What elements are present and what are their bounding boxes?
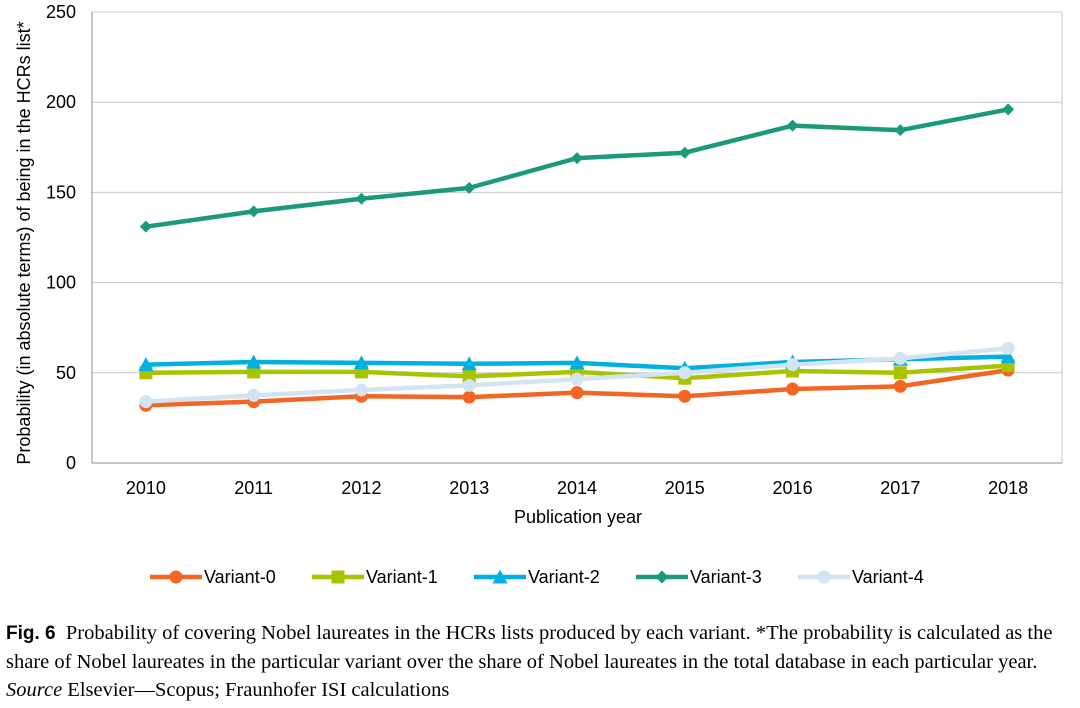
legend-label: Variant-4 xyxy=(852,567,924,587)
legend-marker xyxy=(817,570,831,584)
data-point xyxy=(571,152,583,165)
caption-text: Probability of covering Nobel laureates … xyxy=(6,622,1053,673)
data-point xyxy=(893,379,907,393)
y-tick-label: 0 xyxy=(66,453,76,473)
y-tick-label: 150 xyxy=(46,182,76,202)
data-point xyxy=(247,365,261,379)
legend-item: Variant-4 xyxy=(798,567,924,587)
y-tick-label: 50 xyxy=(56,363,76,383)
series-variant-4 xyxy=(139,341,1015,409)
data-point xyxy=(462,378,476,392)
legend-marker xyxy=(331,570,345,584)
data-point xyxy=(1002,103,1015,116)
data-point xyxy=(893,366,907,380)
data-point xyxy=(138,357,154,372)
legend: Variant-0 Variant-1 Variant-2 Variant-3 Vari… xyxy=(150,567,924,587)
data-point xyxy=(569,355,585,370)
y-axis-title: Probability (in absolute terms) of being… xyxy=(14,21,34,464)
x-axis-title: Publication year xyxy=(514,507,642,527)
data-point xyxy=(139,395,153,409)
data-point xyxy=(353,355,369,370)
legend-item: Variant-3 xyxy=(636,567,762,587)
data-point xyxy=(354,383,368,397)
x-tick-label: 2014 xyxy=(557,478,597,498)
data-point xyxy=(246,354,262,369)
data-point xyxy=(139,220,152,233)
x-tick-label: 2015 xyxy=(665,478,705,498)
data-point xyxy=(570,372,584,386)
data-point xyxy=(893,351,907,365)
legend-marker xyxy=(169,570,183,584)
legend-label: Variant-2 xyxy=(528,567,600,587)
data-point xyxy=(461,356,477,371)
data-point xyxy=(894,124,907,137)
data-point xyxy=(678,389,692,403)
x-tick-label: 2010 xyxy=(126,478,166,498)
data-point xyxy=(1001,341,1015,355)
line-chart: 0 50 100 150 200 250 2010 2011 2012 2013 2014 2015… xyxy=(14,2,1063,587)
legend-item: Variant-2 xyxy=(474,567,600,587)
legend-label: Variant-0 xyxy=(204,567,276,587)
legend-marker xyxy=(492,569,508,584)
y-tick-label: 200 xyxy=(46,92,76,112)
figure-caption: Fig. 6 Probability of covering Nobel lau… xyxy=(6,619,1074,704)
caption-source-label: Source xyxy=(6,679,63,701)
legend-item: Variant-0 xyxy=(150,567,276,587)
data-point xyxy=(786,119,799,132)
y-axis-ticks: 0 50 100 150 200 250 xyxy=(46,2,76,473)
figure-label: Fig. 6 xyxy=(6,623,56,644)
series-variant-3 xyxy=(139,103,1015,233)
data-point xyxy=(786,382,800,396)
data-point xyxy=(1000,349,1016,364)
caption-source-text: Elsevier—Scopus; Fraunhofer ISI calculat… xyxy=(67,679,450,701)
x-tick-label: 2017 xyxy=(880,478,920,498)
data-point xyxy=(786,358,800,372)
legend-label: Variant-1 xyxy=(366,567,438,587)
data-point xyxy=(247,205,260,218)
x-tick-label: 2016 xyxy=(773,478,813,498)
y-tick-label: 250 xyxy=(46,2,76,22)
data-point xyxy=(463,181,476,194)
data-point xyxy=(678,366,692,380)
x-tick-label: 2012 xyxy=(341,478,381,498)
data-point xyxy=(462,369,476,383)
legend-label: Variant-3 xyxy=(690,567,762,587)
x-tick-label: 2013 xyxy=(449,478,489,498)
y-tick-label: 100 xyxy=(46,273,76,293)
legend-item: Variant-1 xyxy=(312,567,438,587)
legend-marker xyxy=(655,570,669,584)
data-point xyxy=(678,146,691,159)
data-point xyxy=(570,386,584,400)
series-line xyxy=(145,107,1009,229)
series-group xyxy=(138,103,1016,412)
data-point xyxy=(247,388,261,402)
data-point xyxy=(355,192,368,205)
x-tick-label: 2011 xyxy=(234,478,273,498)
data-point xyxy=(462,390,476,404)
x-tick-label: 2018 xyxy=(988,478,1028,498)
x-axis-ticks: 2010 2011 2012 2013 2014 2015 2016 2017 2018 xyxy=(126,478,1028,498)
